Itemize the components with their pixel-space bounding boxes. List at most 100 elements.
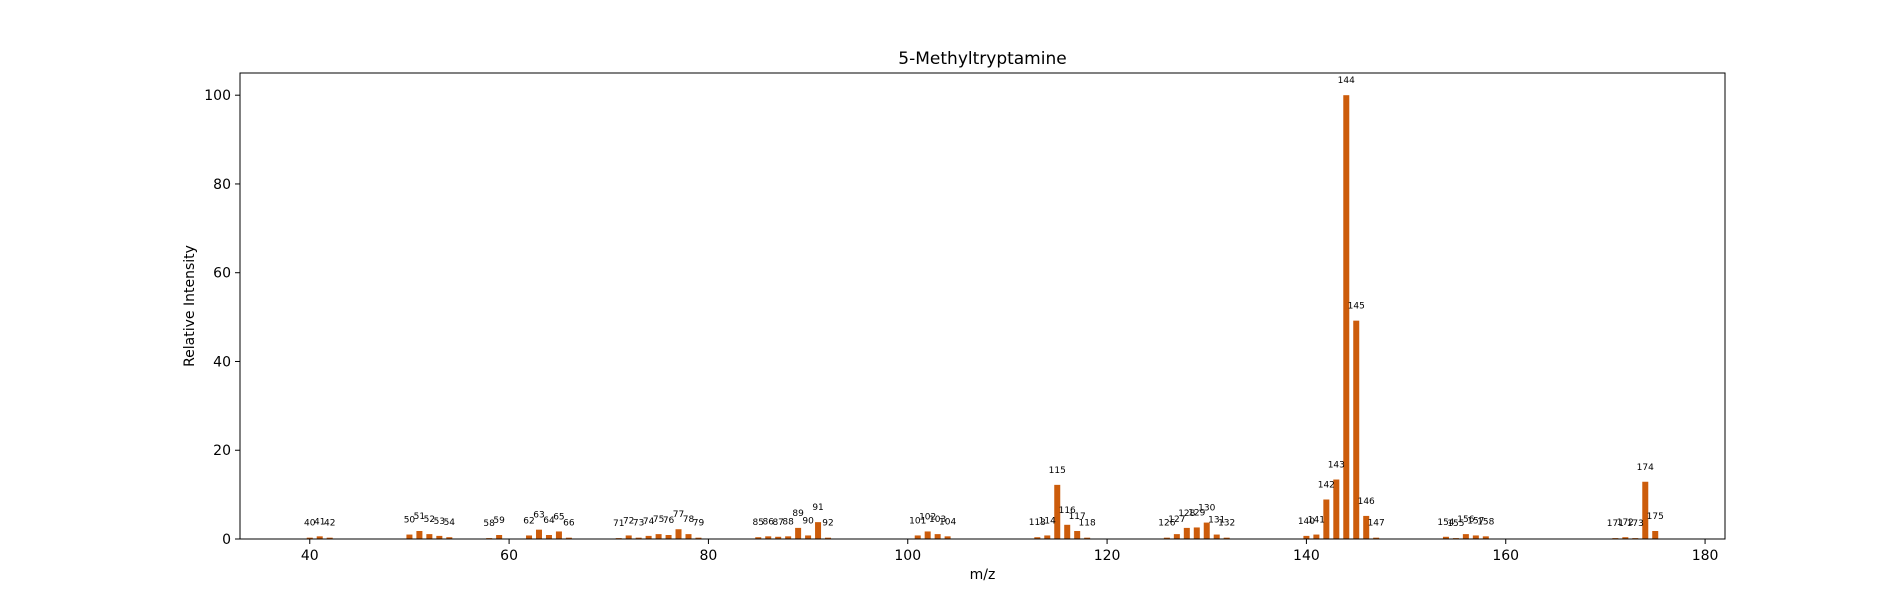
bar-mz-62 xyxy=(526,535,533,539)
peak-label-118: 118 xyxy=(1079,519,1096,529)
bar-mz-141 xyxy=(1313,534,1320,539)
peak-label-50: 50 xyxy=(404,516,416,526)
peak-label-102: 102 xyxy=(919,512,936,522)
bar-mz-172 xyxy=(1622,537,1629,539)
bar-mz-89 xyxy=(795,527,802,539)
bar-mz-157 xyxy=(1472,535,1479,539)
bar-mz-130 xyxy=(1203,522,1210,539)
peak-label-158: 158 xyxy=(1477,517,1494,527)
bar-mz-132 xyxy=(1223,537,1230,539)
bar-mz-66 xyxy=(565,537,572,539)
peak-label-87: 87 xyxy=(772,518,783,528)
bar-mz-104 xyxy=(944,536,951,539)
bar-mz-115 xyxy=(1054,484,1061,539)
peak-label-114: 114 xyxy=(1039,516,1056,526)
y-tick-label: 80 xyxy=(213,177,231,193)
bar-mz-143 xyxy=(1333,479,1340,539)
peak-label-79: 79 xyxy=(693,519,705,529)
peak-label-65: 65 xyxy=(553,512,564,522)
bar-mz-147 xyxy=(1373,537,1380,539)
bar-mz-65 xyxy=(555,531,562,539)
bar-mz-63 xyxy=(535,529,542,539)
bar-mz-72 xyxy=(625,535,632,539)
bar-mz-129 xyxy=(1193,527,1200,539)
chart-title: 5-Methyltryptamine xyxy=(898,49,1066,69)
bar-mz-102 xyxy=(924,531,931,539)
x-tick-label: 180 xyxy=(1692,548,1719,564)
peak-label-174: 174 xyxy=(1637,463,1654,473)
bar-mz-156 xyxy=(1462,534,1469,539)
bar-mz-51 xyxy=(416,531,423,539)
bar-mz-91 xyxy=(815,522,822,539)
peak-label-145: 145 xyxy=(1348,302,1365,312)
bar-mz-92 xyxy=(825,537,832,539)
bar-mz-175 xyxy=(1652,531,1659,539)
bar-mz-87 xyxy=(775,536,782,539)
bar-mz-76 xyxy=(665,535,672,539)
peak-label-90: 90 xyxy=(802,516,814,526)
x-tick-label: 60 xyxy=(500,548,518,564)
peak-label-66: 66 xyxy=(563,519,575,529)
peak-label-129: 129 xyxy=(1188,508,1205,518)
bar-mz-127 xyxy=(1173,534,1180,539)
peak-label-58: 58 xyxy=(483,519,495,529)
peak-label-52: 52 xyxy=(424,515,435,525)
bar-mz-126 xyxy=(1163,537,1170,539)
plot-frame xyxy=(239,72,1726,540)
peak-label-88: 88 xyxy=(782,517,794,527)
bar-mz-59 xyxy=(496,535,503,539)
peak-label-72: 72 xyxy=(623,516,634,526)
peak-label-51: 51 xyxy=(414,512,425,522)
y-tick-label: 40 xyxy=(213,354,231,370)
y-tick-label: 20 xyxy=(213,443,231,459)
peak-label-155: 155 xyxy=(1447,519,1464,529)
peak-label-41: 41 xyxy=(314,517,325,527)
peak-label-86: 86 xyxy=(762,517,774,527)
peak-label-73: 73 xyxy=(633,519,644,529)
bar-mz-90 xyxy=(805,535,812,539)
bar-mz-86 xyxy=(765,536,772,539)
bar-mz-74 xyxy=(645,535,652,539)
peak-label-117: 117 xyxy=(1069,512,1086,522)
bar-mz-146 xyxy=(1363,515,1370,539)
y-axis: 0 20 40 60 80 100 xyxy=(204,88,240,548)
bar-mz-116 xyxy=(1064,524,1071,539)
bar-mz-117 xyxy=(1074,531,1081,539)
bar-mz-52 xyxy=(426,534,433,539)
bar-mz-113 xyxy=(1034,537,1041,539)
bar-mz-88 xyxy=(785,536,792,539)
peak-label-154: 154 xyxy=(1437,518,1454,528)
bar-mz-114 xyxy=(1044,535,1051,539)
peak-label-171: 171 xyxy=(1607,519,1624,529)
y-axis-title: Relative Intensity xyxy=(182,245,198,367)
peak-label-173: 173 xyxy=(1627,519,1644,529)
bar-mz-42 xyxy=(326,537,333,539)
peak-label-156: 156 xyxy=(1457,515,1474,525)
bar-mz-77 xyxy=(675,529,682,539)
peak-label-147: 147 xyxy=(1368,519,1385,529)
peak-label-53: 53 xyxy=(434,517,445,527)
peak-label-132: 132 xyxy=(1218,519,1235,529)
peak-label-143: 143 xyxy=(1328,461,1345,471)
bar-mz-128 xyxy=(1183,527,1190,539)
peak-label-115: 115 xyxy=(1049,466,1066,476)
peak-label-130: 130 xyxy=(1198,504,1215,514)
x-axis: 40 60 80 100 120 140 160 180 xyxy=(301,539,1719,564)
y-tick-label: 0 xyxy=(222,532,231,548)
peak-label-146: 146 xyxy=(1358,497,1375,507)
peak-label-78: 78 xyxy=(683,515,695,525)
bar-mz-145 xyxy=(1353,320,1360,539)
peak-label-127: 127 xyxy=(1168,515,1185,525)
peak-label-40: 40 xyxy=(304,519,316,529)
x-tick-label: 100 xyxy=(894,548,921,564)
y-tick-label: 100 xyxy=(204,88,231,104)
y-tick-label: 60 xyxy=(213,266,231,282)
peak-label-113: 113 xyxy=(1029,518,1046,528)
peak-label-63: 63 xyxy=(533,511,544,521)
peak-label-85: 85 xyxy=(753,518,764,528)
peak-label-116: 116 xyxy=(1059,506,1076,516)
peak-label-175: 175 xyxy=(1647,512,1664,522)
bar-mz-154 xyxy=(1442,536,1449,539)
peak-label-128: 128 xyxy=(1178,509,1195,519)
